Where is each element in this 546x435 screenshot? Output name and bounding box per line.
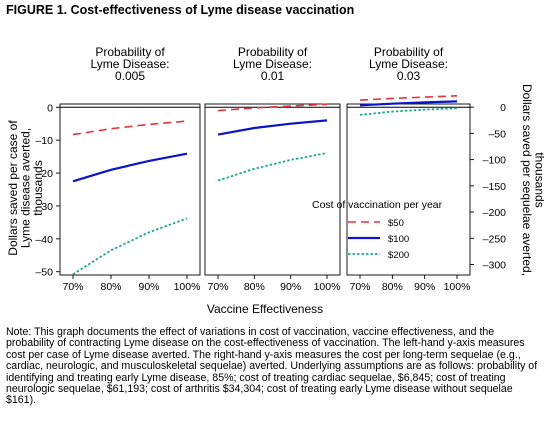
y-left-tick-label: 0 <box>47 102 53 114</box>
series-line-usd50 <box>217 103 328 112</box>
legend-label: $100 <box>388 234 409 245</box>
legend-label: $200 <box>388 250 409 261</box>
series-line-usd50 <box>72 120 188 136</box>
series-line-usd100 <box>359 100 458 107</box>
y-right-tick-label: –250 <box>483 233 507 245</box>
x-tick-label: 70% <box>349 281 370 293</box>
figure-title: FIGURE 1. Cost-effectiveness of Lyme dis… <box>6 3 355 17</box>
panel-title-line: Lyme Disease: <box>91 57 170 71</box>
y-right-tick-label: 0 <box>500 102 506 114</box>
y-right-axis-label-line: thousands <box>533 152 546 207</box>
panel-title-line: Probability of <box>238 45 308 59</box>
x-axis-label: Vaccine Effectiveness <box>207 302 323 316</box>
y-left-axis-label-line: Lyme disease averted, <box>19 128 33 248</box>
y-left-tick-label: –20 <box>35 168 53 180</box>
x-tick-label: 80% <box>244 281 265 293</box>
y-left-tick-label: –30 <box>35 201 53 213</box>
x-tick-label: 90% <box>280 281 301 293</box>
y-right-tick-label: –150 <box>483 181 507 193</box>
x-tick-label: 100% <box>174 281 201 293</box>
panel-title-line: 0.01 <box>261 69 285 83</box>
y-left-axis-label-line: Dollars saved per case of <box>6 120 20 256</box>
x-tick-label: 90% <box>414 281 435 293</box>
y-right-tick-label: –300 <box>483 260 507 272</box>
legend-title: Cost of vaccination per year <box>312 199 443 211</box>
y-right-tick-label: –50 <box>488 128 506 140</box>
x-tick-label: 100% <box>314 281 341 293</box>
y-left-tick-label: –10 <box>35 135 53 147</box>
panel-frame <box>204 103 341 276</box>
series-line-usd100 <box>217 119 328 136</box>
x-tick-label: 70% <box>207 281 228 293</box>
y-left-tick-label: –50 <box>35 267 53 279</box>
y-left-tick-label: –40 <box>35 234 53 246</box>
panel-title-line: 0.03 <box>397 69 421 83</box>
figure-note: Note: This graph documents the effect of… <box>6 326 538 407</box>
x-tick-label: 70% <box>62 281 83 293</box>
panel-title-line: 0.005 <box>115 69 145 83</box>
x-tick-label: 100% <box>444 281 471 293</box>
series-line-usd200 <box>72 217 188 276</box>
y-right-tick-label: –200 <box>483 207 507 219</box>
x-tick-label: 90% <box>138 281 159 293</box>
y-right-axis-label: Dollars saved per sequelae averted,thous… <box>520 84 546 276</box>
x-tick-label: 80% <box>382 281 403 293</box>
series-line-usd200 <box>217 152 328 182</box>
panel-title-line: Lyme Disease: <box>233 57 312 71</box>
legend-label: $50 <box>388 218 404 229</box>
panel-title-line: Lyme Disease: <box>369 57 448 71</box>
panel-frame <box>59 103 201 276</box>
series-line-usd50 <box>359 95 458 101</box>
y-left-axis-label-line: thousands <box>31 160 45 215</box>
x-tick-label: 80% <box>100 281 121 293</box>
y-right-tick-label: –100 <box>483 155 507 167</box>
y-right-axis-label-line: Dollars saved per sequelae averted, <box>520 84 534 276</box>
panel-title-line: Probability of <box>374 45 444 59</box>
panel-title-line: Probability of <box>95 45 165 59</box>
series-line-usd100 <box>72 152 188 183</box>
series-line-usd200 <box>359 107 458 116</box>
